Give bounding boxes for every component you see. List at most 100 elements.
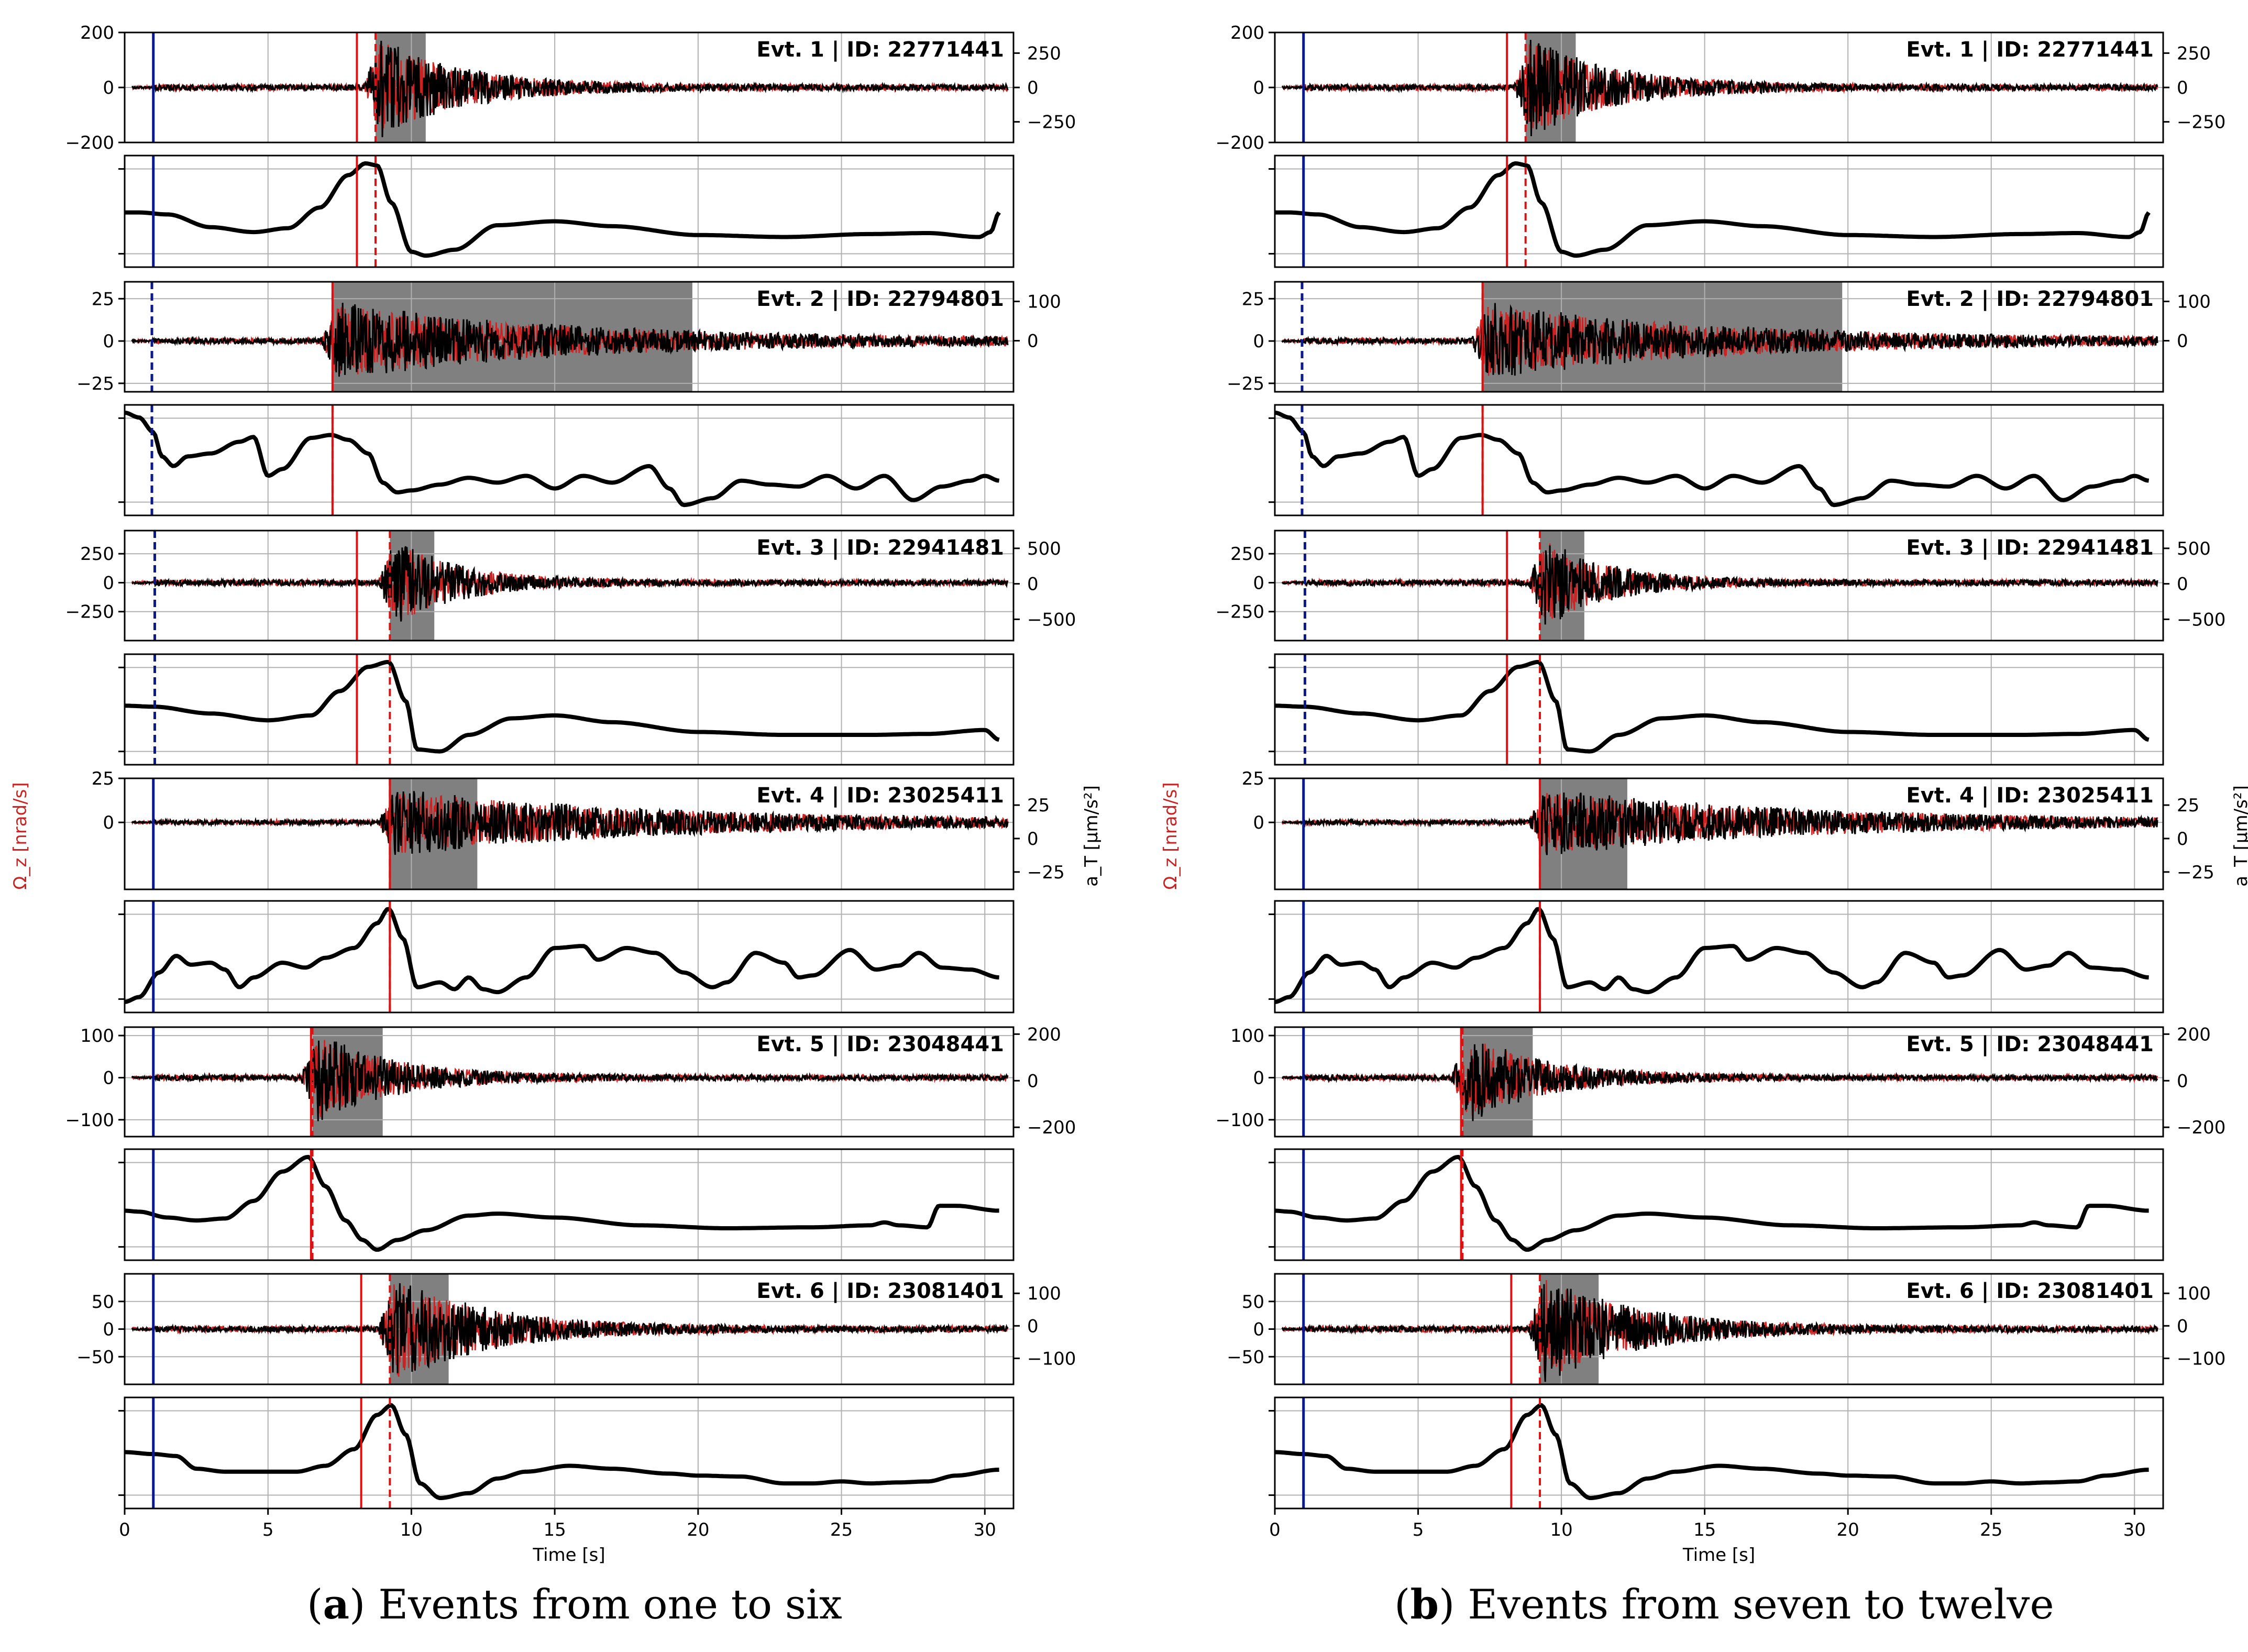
right-tick-label: 200: [1027, 1024, 1061, 1045]
acceleration-trace: [131, 1040, 1009, 1121]
right-tick-label: 0: [2177, 829, 2188, 850]
x-tick-label: 5: [262, 1519, 274, 1540]
x-tick-label: 0: [1269, 1519, 1281, 1540]
subplot-frame: [124, 1396, 1015, 1510]
right-tick-label: 0: [1027, 574, 1039, 595]
x-tick-label: 25: [1980, 1519, 2002, 1540]
left-tick-label: 0: [103, 1067, 114, 1088]
event-label: Evt. 4 | ID: 23025411: [756, 784, 1004, 808]
waveform-subplot: −100 0 100 −200 0 200 Evt. 5 | ID: 23048441: [1216, 1024, 2226, 1138]
subplot-frame: [1274, 281, 2164, 393]
y-axis-label-right: a_T [µm/s²]: [1081, 785, 1102, 887]
left-tick-label: −200: [65, 133, 114, 153]
subplot-frame: [1274, 1148, 2164, 1261]
event-label: Evt. 3 | ID: 22941481: [1906, 536, 2154, 560]
subplot-frame: [1274, 900, 2164, 1014]
right-tick-label: −250: [2177, 112, 2225, 133]
left-tick-label: 25: [1242, 289, 1264, 310]
waveform-subplot: −250 0 250 −500 0 500 Evt. 3 | ID: 22941481: [1216, 530, 2225, 642]
x-tick-label: 30: [2123, 1519, 2146, 1540]
subplot-frame: [1274, 1396, 2164, 1510]
acceleration-trace: [131, 40, 1009, 137]
caption-a-text: Events from one to six: [365, 1581, 842, 1628]
left-tick-label: 25: [92, 289, 114, 310]
left-tick-label: 0: [1253, 78, 1264, 98]
coherence-subplot: [118, 900, 1015, 1014]
acceleration-trace: [1282, 1043, 2158, 1121]
event-label: Evt. 2 | ID: 22794801: [1906, 287, 2154, 312]
acceleration-trace: [1281, 40, 2158, 137]
coherence-subplot: [118, 653, 1015, 766]
left-tick-label: 25: [92, 768, 114, 789]
right-tick-label: 0: [2177, 1071, 2188, 1092]
acceleration-trace: [131, 303, 1009, 377]
acceleration-trace: [1282, 545, 2158, 625]
right-tick-label: 0: [2177, 78, 2188, 98]
left-tick-label: −100: [1216, 1110, 1264, 1131]
coherence-curve: [124, 1154, 999, 1252]
subplot-frame: [1274, 155, 2164, 268]
acceleration-trace: [1282, 792, 2158, 855]
acceleration-trace: [131, 546, 1009, 622]
caption-b-text: Events from seven to twelve: [1454, 1581, 2054, 1628]
left-tick-label: −250: [65, 602, 114, 623]
waveform-subplot: 0 25 −25 0 25 Evt. 4 | ID: 23025411: [1242, 768, 2214, 890]
left-tick-label: 250: [80, 544, 114, 565]
left-tick-label: −25: [76, 373, 114, 394]
coherence-curve: [1274, 659, 2150, 754]
right-tick-label: 0: [1027, 1316, 1039, 1337]
subplot-frame: [1274, 1026, 2164, 1138]
x-axis-label: Time [s]: [1682, 1545, 1755, 1566]
subplot-frame: [1274, 404, 2164, 516]
left-tick-label: −50: [76, 1347, 114, 1368]
left-tick-label: 0: [103, 78, 114, 98]
x-tick-label: 30: [974, 1519, 996, 1540]
right-tick-label: 0: [2177, 331, 2188, 352]
coherence-subplot: [1269, 653, 2164, 766]
event-label: Evt. 2 | ID: 22794801: [756, 287, 1004, 312]
left-tick-label: 0: [1253, 331, 1264, 352]
right-tick-label: 25: [2177, 795, 2199, 816]
right-tick-label: 0: [1027, 331, 1039, 352]
coherence-subplot: [1269, 404, 2164, 516]
coherence-curve: [1274, 1154, 2149, 1252]
left-tick-label: 0: [103, 331, 114, 352]
right-tick-label: 0: [1027, 1071, 1039, 1092]
coherence-subplot: [1269, 155, 2164, 268]
coherence-subplot: [118, 1396, 1015, 1510]
left-tick-label: 0: [103, 1319, 114, 1340]
subplot-frame: [124, 1148, 1015, 1261]
subplot-frame: [124, 653, 1015, 766]
x-tick-label: 0: [119, 1519, 130, 1540]
left-tick-label: 200: [1230, 23, 1264, 43]
waveform-subplot: −50 0 50 −100 0 100 Evt. 6 | ID: 23081401: [76, 1273, 1076, 1385]
x-tick-label: 15: [543, 1519, 566, 1540]
subplot-frame: [1274, 530, 2164, 642]
coherence-curve: [1274, 1403, 2149, 1500]
left-tick-label: 50: [1242, 1292, 1264, 1313]
coherence-curve: [124, 907, 999, 1004]
left-tick-label: −50: [1227, 1347, 1264, 1368]
waveform-subplot: −50 0 50 −100 0 100 Evt. 6 | ID: 23081401: [1227, 1273, 2225, 1385]
left-tick-label: −25: [1227, 373, 1264, 394]
coherence-subplot: [1269, 1396, 2164, 1510]
x-tick-label: 10: [400, 1519, 423, 1540]
subplot-frame: [124, 1026, 1015, 1138]
coherence-curve: [125, 161, 1001, 258]
left-tick-label: 200: [80, 23, 114, 43]
left-tick-label: 50: [92, 1292, 114, 1313]
right-tick-label: 250: [1027, 43, 1061, 64]
caption-a-letter: a: [323, 1581, 349, 1628]
right-tick-label: 100: [1027, 1283, 1061, 1304]
waveform-subplot: −25 0 25 0 100 Evt. 2 | ID: 22794801: [76, 281, 1061, 394]
right-tick-label: 500: [1027, 538, 1061, 559]
acceleration-trace: [131, 1283, 1009, 1373]
left-tick-label: 0: [103, 812, 114, 833]
acceleration-trace: [131, 791, 1009, 855]
left-tick-label: 0: [1253, 1319, 1264, 1340]
subplot-frame: [1274, 653, 2164, 766]
left-tick-label: 100: [1230, 1026, 1264, 1047]
left-tick-label: 100: [80, 1026, 114, 1047]
